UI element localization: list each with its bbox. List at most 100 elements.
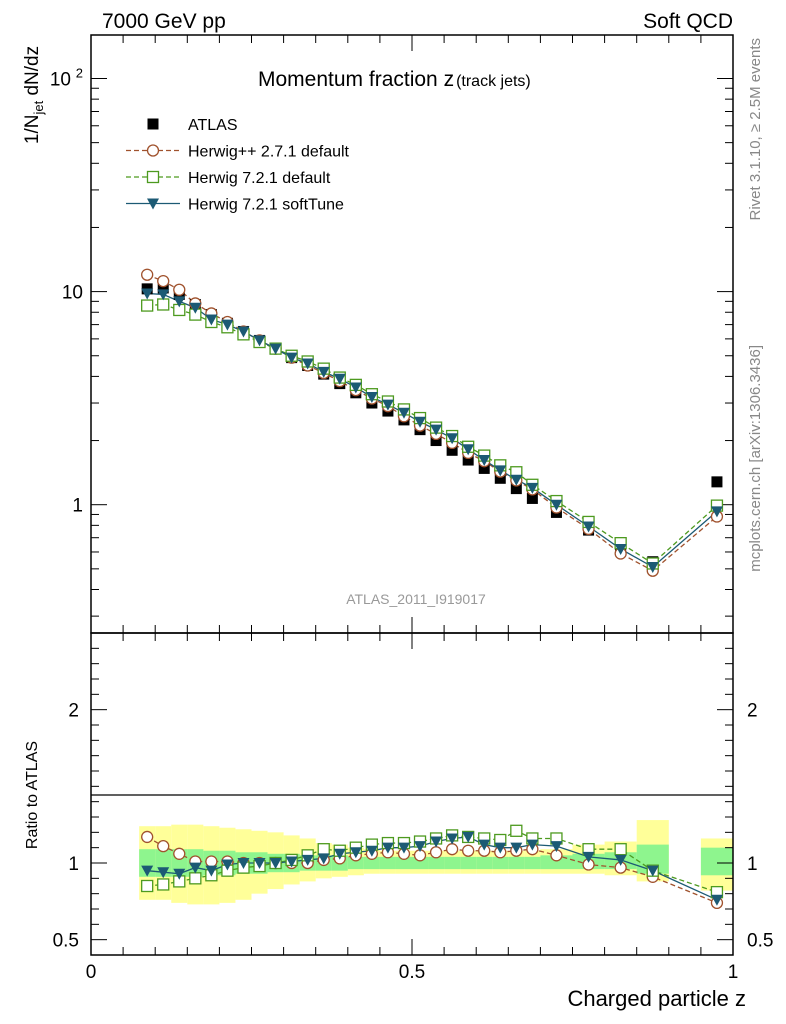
main-point-s0-18 <box>430 435 442 447</box>
ratio-y-tick-label-right: 0.5 <box>747 931 773 952</box>
x-tick-label: 1 <box>728 962 739 983</box>
ratio-point-s1-27 <box>614 843 627 856</box>
ratio-point-s2-18 <box>430 836 443 848</box>
header-right-label: Soft QCD <box>643 10 733 33</box>
main-point-s3-22 <box>494 465 507 477</box>
ratio-point-s2-24 <box>526 839 539 851</box>
legend-marker-3 <box>147 198 159 210</box>
ratio-point-s2-20 <box>462 831 475 843</box>
main-point-s0-22 <box>494 472 506 484</box>
ratio-point-s1-0 <box>141 879 154 893</box>
main-series-group <box>141 268 724 577</box>
band-inner-20 <box>460 856 477 870</box>
main-point-s3-24 <box>526 482 539 494</box>
ratio-point-s0-18 <box>429 846 443 859</box>
ratio-point-s2-23 <box>510 842 523 854</box>
ratio-point-s2-29 <box>710 894 723 906</box>
main-point-s0-29 <box>711 476 723 488</box>
ratio-point-s2-9 <box>285 856 298 868</box>
ratio-point-s2-11 <box>317 853 330 865</box>
ratio-y-tick-label-right: 1 <box>747 854 758 875</box>
band-inner-24 <box>524 856 541 870</box>
band-inner-23 <box>508 856 525 870</box>
main-point-s1-2 <box>173 283 186 296</box>
main-point-s3-0 <box>141 288 154 300</box>
ratio-point-s2-17 <box>414 841 427 853</box>
band-inner-19 <box>444 856 461 870</box>
main-point-s0-21 <box>478 462 490 474</box>
main-y-axis-label: 1/Njet dN/dz <box>22 46 46 144</box>
ratio-point-s1-1 <box>157 878 170 891</box>
ratio-point-s2-25 <box>550 841 563 853</box>
ratio-point-s1-3 <box>189 872 202 885</box>
main-point-s3-20 <box>462 444 475 456</box>
y-label-main: 1/N <box>22 115 43 145</box>
ratio-point-s2-10 <box>301 854 314 866</box>
ratio-point-s0-20 <box>462 844 475 857</box>
ratio-point-s2-27 <box>614 854 627 866</box>
main-point-s0-1 <box>157 282 169 294</box>
main-point-s3-10 <box>301 358 314 370</box>
ratio-point-s1-23 <box>510 824 523 837</box>
main-y-tick-exponent: 2 <box>76 65 83 80</box>
main-point-s3-1 <box>157 289 170 301</box>
main-point-s3-2 <box>173 296 186 308</box>
main-point-s0-24 <box>526 492 538 504</box>
ratio-y-tick-label-left: 0.5 <box>53 931 79 952</box>
band-inner-18 <box>428 856 445 870</box>
ratio-point-s2-2 <box>173 868 186 880</box>
ratio-point-s2-14 <box>365 845 378 857</box>
main-point-s3-25 <box>550 499 563 511</box>
legend-marker-1 <box>146 144 160 157</box>
legend-label-1: Herwig++ 2.7.1 default <box>188 144 350 161</box>
analysis-watermark: ATLAS_2011_I919017 <box>346 591 486 607</box>
header-left-label: 7000 GeV pp <box>102 10 226 33</box>
ratio-point-s2-8 <box>269 858 282 869</box>
ratio-point-s0-4 <box>205 855 218 868</box>
main-point-s3-9 <box>285 352 298 364</box>
main-point-s3-11 <box>317 366 330 378</box>
ratio-point-s2-21 <box>478 839 491 851</box>
ratio-point-s2-15 <box>381 842 394 854</box>
mcplots-label: mcplots.cern.ch [arXiv:1306.3436] <box>747 345 764 572</box>
band-inner-0 <box>139 849 156 877</box>
band-inner-22 <box>492 856 509 870</box>
main-point-s3-17 <box>414 416 427 428</box>
main-point-s0-23 <box>510 483 522 495</box>
main-point-s3-18 <box>430 424 443 436</box>
legend-marker-2 <box>146 170 160 184</box>
legend-label-2: Herwig 7.2.1 default <box>188 170 331 187</box>
ratio-point-s2-4 <box>205 865 218 877</box>
main-point-s3-21 <box>478 455 491 467</box>
main-title-suffix: (track jets) <box>456 73 531 90</box>
ratio-series-group <box>141 824 724 910</box>
main-point-s3-14 <box>365 392 378 404</box>
ratio-point-s2-0 <box>141 865 154 877</box>
main-point-s2-1 <box>157 298 170 311</box>
x-tick-label: 0.5 <box>399 962 425 983</box>
main-point-s2-0 <box>141 299 154 312</box>
legend-label-3: Herwig 7.2.1 softTune <box>188 197 344 214</box>
main-point-s3-4 <box>205 314 218 326</box>
main-point-s1-0 <box>141 268 154 281</box>
main-point-s3-5 <box>221 319 234 331</box>
main-y-axis-ticks: 1 10 10 2 <box>50 35 734 633</box>
ratio-point-s0-1 <box>157 839 170 853</box>
main-point-s3-16 <box>397 407 410 419</box>
y-label-tail: dN/dz <box>22 46 43 101</box>
ratio-y-tick-label-right: 2 <box>747 701 758 722</box>
ratio-point-s2-19 <box>446 833 459 845</box>
ratio-y-axis-label: Ratio to ATLAS <box>24 741 41 849</box>
main-point-s3-26 <box>582 521 595 533</box>
legend-marker-0 <box>147 118 159 130</box>
main-point-s3-23 <box>510 474 523 486</box>
rivet-version-label: Rivet 3.1.10, ≥ 2.5M events <box>747 38 764 221</box>
ratio-plot-frame <box>90 632 734 956</box>
ratio-point-s2-3 <box>189 862 202 874</box>
main-chart-title: Momentum fraction z (track jets) <box>258 68 531 91</box>
main-point-s3-12 <box>333 373 346 385</box>
main-y-tick-label: 10 <box>62 283 83 304</box>
ratio-point-s2-28 <box>646 865 659 877</box>
main-point-s0-19 <box>446 444 458 456</box>
x-axis-label: Charged particle z <box>567 986 746 1011</box>
